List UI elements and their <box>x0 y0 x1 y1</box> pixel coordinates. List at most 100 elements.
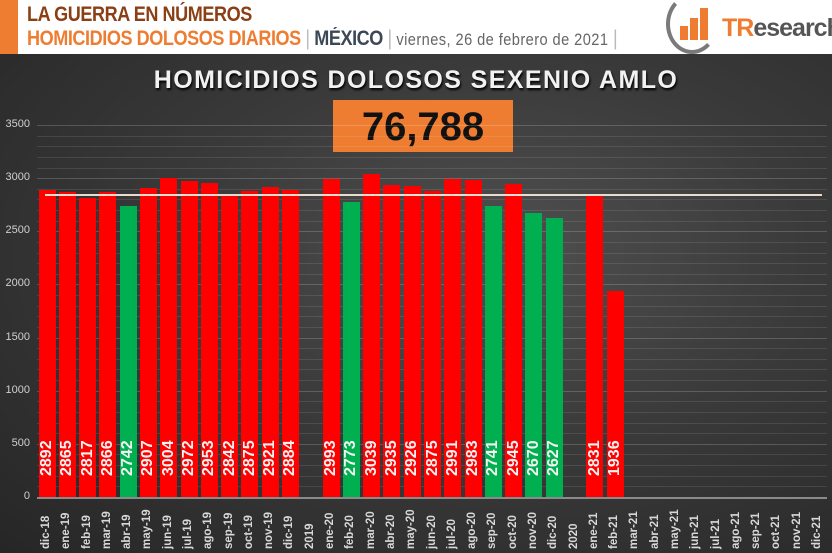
bar-value-label: 2875 <box>240 440 258 476</box>
x-axis-label: may-21 <box>668 509 681 549</box>
x-axis-label: mar-19 <box>100 511 113 549</box>
bar-value-label: 2866 <box>98 440 116 476</box>
x-axis-label: jun-20 <box>425 515 438 549</box>
x-axis-label: 2020 <box>567 523 580 549</box>
y-axis-tick: 3500 <box>5 118 30 130</box>
bar-value-label: 3004 <box>159 440 177 476</box>
bar-nov-20: 2670 <box>524 213 543 497</box>
y-axis-tick: 2000 <box>5 277 30 290</box>
bar-chart-growth-icon <box>700 8 708 40</box>
x-axis-label: dic-19 <box>283 515 296 549</box>
bar-ene-20: 2993 <box>322 178 340 497</box>
bar-abr-20: 2935 <box>382 185 401 497</box>
gridline <box>37 135 827 137</box>
x-axis-label: jun-19 <box>161 515 174 549</box>
y-axis-tick: 2500 <box>5 224 30 237</box>
x-axis-label: may-20 <box>405 509 418 549</box>
bar-value-label: 3039 <box>362 440 380 476</box>
logo-text: TResearch <box>722 14 832 42</box>
bar-chart-growth-icon <box>680 26 688 40</box>
total-homicides-badge: 76,788 <box>333 100 513 152</box>
bar-ago-19: 2953 <box>200 183 218 497</box>
x-axis-label: dic-21 <box>811 515 823 549</box>
x-axis-label: sep-20 <box>486 512 499 549</box>
bar-value-label: 2842 <box>220 440 238 476</box>
bar-value-label: 2945 <box>504 440 522 476</box>
y-axis-tick: 1000 <box>5 383 30 396</box>
x-axis-label: mar-21 <box>628 511 641 549</box>
x-axis-label: sep-19 <box>222 512 235 549</box>
bar-value-label: 2953 <box>200 440 218 476</box>
bar-chart-growth-icon <box>690 18 698 40</box>
bar-value-label: 2865 <box>58 440 76 476</box>
x-axis-label: sep-21 <box>750 512 763 549</box>
x-axis-label: may-19 <box>141 509 154 549</box>
bar-ene-19: 2865 <box>58 192 76 497</box>
x-axis-label: oct-20 <box>506 515 519 549</box>
bar-mar-20: 3039 <box>362 173 381 497</box>
y-axis-tick: 0 <box>23 490 30 502</box>
bar-feb-20: 2773 <box>342 202 360 497</box>
header-country: MÉXICO <box>314 27 383 50</box>
x-axis-label: ago-19 <box>202 511 215 549</box>
bar-may-20: 2926 <box>403 186 421 497</box>
separator: | <box>387 27 393 50</box>
gridline <box>37 156 827 158</box>
bar-value-label: 2670 <box>524 440 542 476</box>
header-accent-bar <box>0 0 18 54</box>
x-axis-label: jul-21 <box>709 518 722 549</box>
header-kicker: LA GUERRA EN NÚMEROS <box>27 3 252 26</box>
bar-value-label: 2892 <box>38 440 55 476</box>
y-axis-tick: 500 <box>11 436 30 449</box>
bar-oct-20: 2945 <box>504 183 523 497</box>
y-axis-tick: 1500 <box>5 330 30 343</box>
header: LA GUERRA EN NÚMEROS HOMICIDIOS DOLOSOS … <box>0 0 832 54</box>
y-axis-tick: 3000 <box>5 171 30 184</box>
bar-sep-19: 2842 <box>220 194 239 497</box>
x-axis-label: dic-18 <box>40 515 52 549</box>
bar-nov-19: 2921 <box>261 186 279 497</box>
x-axis-label: oct-19 <box>242 515 255 549</box>
gridline <box>37 146 827 148</box>
bar-value-label: 2926 <box>403 440 421 476</box>
bar-value-label: 2972 <box>180 440 198 476</box>
x-axis-label: nov-19 <box>263 511 276 549</box>
tresearch-logo: TResearch <box>662 0 832 54</box>
x-axis-label: mar-20 <box>364 511 377 549</box>
bar-jun-19: 3004 <box>159 177 178 497</box>
bar-oct-19: 2875 <box>240 191 259 497</box>
bar-value-label: 2742 <box>119 440 137 476</box>
bar-sep-20: 2741 <box>484 205 502 497</box>
bar-abr-19: 2742 <box>119 205 137 497</box>
x-axis-label: feb-21 <box>608 515 621 549</box>
x-axis-label: feb-19 <box>80 515 93 549</box>
x-axis-label: feb-20 <box>344 515 357 549</box>
header-date: viernes, 26 de febrero de 2021 <box>396 30 609 49</box>
bar-value-label: 2773 <box>342 440 360 476</box>
gridline <box>37 188 827 190</box>
x-axis-label: abr-20 <box>384 514 397 549</box>
gridline <box>37 167 827 169</box>
x-axis-label: jun-21 <box>689 515 702 549</box>
x-axis-label: nov-20 <box>526 511 539 549</box>
bar-value-label: 2817 <box>78 440 96 476</box>
x-axis-label: abr-21 <box>648 514 661 549</box>
gridline <box>37 125 827 126</box>
bar-may-19: 2907 <box>139 188 157 497</box>
bar-value-label: 1936 <box>606 440 624 476</box>
bar-feb-21: 1936 <box>606 291 624 497</box>
x-axis-label: abr-19 <box>121 514 134 549</box>
x-axis-label: ene-20 <box>324 512 337 549</box>
logo-ring-icon <box>666 0 718 54</box>
bar-value-label: 2993 <box>322 440 340 476</box>
bar-dic-19: 2884 <box>281 190 299 497</box>
bar-jun-20: 2875 <box>424 191 441 497</box>
gridline <box>37 178 827 180</box>
header-subtitle: HOMICIDIOS DOLOSOS DIARIOS | MÉXICO | vi… <box>27 27 618 51</box>
x-axis-label: 2019 <box>303 523 316 549</box>
x-axis-label: ene-21 <box>587 512 600 549</box>
chart-title: HOMICIDIOS DOLOSOS SEXENIO AMLO <box>153 66 679 94</box>
bar-value-label: 2831 <box>585 440 603 476</box>
bar-value-label: 2991 <box>443 440 461 476</box>
bar-value-label: 2935 <box>382 440 400 476</box>
